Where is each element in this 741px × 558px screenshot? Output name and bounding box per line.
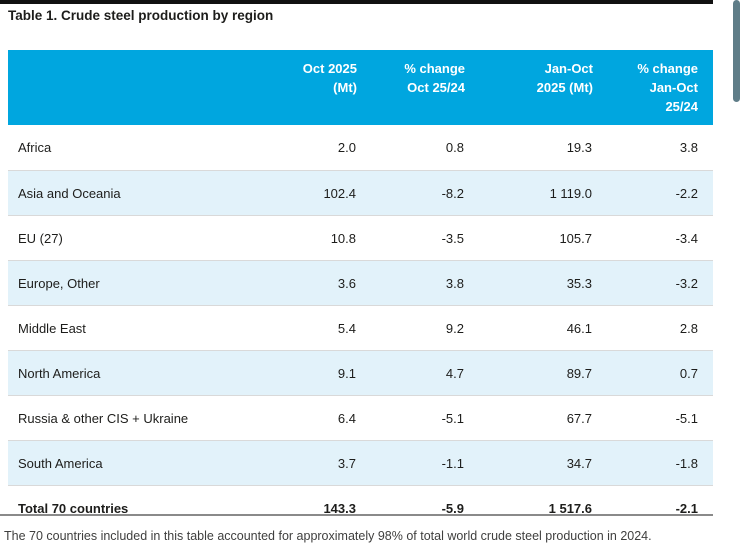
table-row: Middle East 5.4 9.2 46.1 2.8 (8, 305, 713, 351)
region-cell: Russia & other CIS + Ukraine (8, 395, 258, 441)
region-cell: Total 70 countries (8, 485, 258, 530)
value-cell: 89.7 (465, 350, 593, 396)
table-footnote: The 70 countries included in this table … (4, 529, 652, 543)
region-cell: EU (27) (8, 215, 258, 261)
value-cell: 9.2 (357, 305, 465, 351)
region-cell: Asia and Oceania (8, 170, 258, 216)
value-cell: 6.4 (258, 395, 357, 441)
value-cell: -5.1 (593, 395, 713, 441)
scrollbar-thumb[interactable] (733, 0, 740, 102)
value-cell: -8.2 (357, 170, 465, 216)
region-cell: Africa (18, 140, 52, 155)
region-cell: Europe, Other (8, 260, 258, 306)
value-cell: 3.8 (357, 260, 465, 306)
scrollbar[interactable] (728, 0, 741, 558)
value-cell: 5.4 (258, 305, 357, 351)
value-cell: 143.3 (258, 485, 357, 530)
value-cell: 35.3 (465, 260, 593, 306)
column-header-jan-oct-2025-mt: Jan-Oct 2025 (Mt) (465, 50, 593, 125)
table-row: North America 9.1 4.7 89.7 0.7 (8, 350, 713, 396)
region-cell: South America (8, 440, 258, 486)
value-cell: 3.6 (258, 260, 357, 306)
value-cell: 19.3 (566, 140, 592, 155)
value-cell: -5.9 (357, 485, 465, 530)
table-row: Europe, Other 3.6 3.8 35.3 -3.2 (8, 260, 713, 306)
production-table: Oct 2025 (Mt)% change Oct 25/24 Jan-Oct 2… (8, 50, 713, 530)
table-bottom-rule (0, 514, 713, 516)
value-cell: 3.7 (258, 440, 357, 486)
table-header-row: Oct 2025 (Mt)% change Oct 25/24 Jan-Oct 2… (8, 50, 713, 125)
value-cell: 3.8 (679, 140, 698, 155)
value-cell: 9.1 (258, 350, 357, 396)
total-row: Total 70 countries 143.3 -5.9 1 517.6 -2.1 (8, 485, 713, 530)
table-row: Africa 2.0 0.8 19.3 3.8 (8, 125, 713, 171)
value-cell: -3.5 (357, 215, 465, 261)
page-title: Table 1. Crude steel production by regio… (8, 8, 274, 23)
region-cell: Middle East (8, 305, 258, 351)
table-row: EU (27) 10.8 -3.5 105.7 -3.4 (8, 215, 713, 261)
table-row: Russia & other CIS + Ukraine 6.4 -5.1 67.7-… (8, 395, 713, 441)
value-cell: 2.0 (337, 140, 356, 155)
value-cell: 34.7 (465, 440, 593, 486)
value-cell: 1 119.0 (465, 170, 593, 216)
value-cell: -5.1 (357, 395, 465, 441)
value-cell: 0.7 (593, 350, 713, 396)
table-row: Asia and Oceania 102.4 -8.2 1 119.0 -2.2 (8, 170, 713, 216)
value-cell: -3.2 (593, 260, 713, 306)
value-cell: -2.2 (593, 170, 713, 216)
column-header-oct-2025-mt: Oct 2025 (Mt) (258, 50, 357, 125)
value-cell: -3.4 (593, 215, 713, 261)
value-cell: -1.1 (357, 440, 465, 486)
value-cell: 67.7 (465, 395, 593, 441)
table-row: South America 3.7 -1.1 34.7 -1.8 (8, 440, 713, 486)
value-cell: -2.1 (593, 485, 713, 530)
value-cell: 1 517.6 (465, 485, 593, 530)
column-header-pct-change-oct-25-24: % change Oct 25/24 (357, 50, 465, 125)
crude-steel-production-table: Oct 2025 (Mt)% change Oct 25/24 Jan-Oct 2… (8, 50, 713, 530)
value-cell: 4.7 (357, 350, 465, 396)
value-cell: 10.8 (258, 215, 357, 261)
value-cell: 102.4 (258, 170, 357, 216)
value-cell: 46.1 (465, 305, 593, 351)
region-column-header (8, 50, 258, 125)
region-cell: North America (8, 350, 258, 396)
value-cell: 105.7 (465, 215, 593, 261)
top-border (0, 0, 713, 4)
value-cell: -1.8 (593, 440, 713, 486)
value-cell: 0.8 (445, 140, 464, 155)
column-header-pct-change-jan-oct-25-24: % change Jan-Oct 25/24 (593, 50, 713, 125)
value-cell: 2.8 (593, 305, 713, 351)
table-body: Africa 2.0 0.8 19.3 3.8 Asia and Oceania 102.4… (8, 125, 713, 530)
